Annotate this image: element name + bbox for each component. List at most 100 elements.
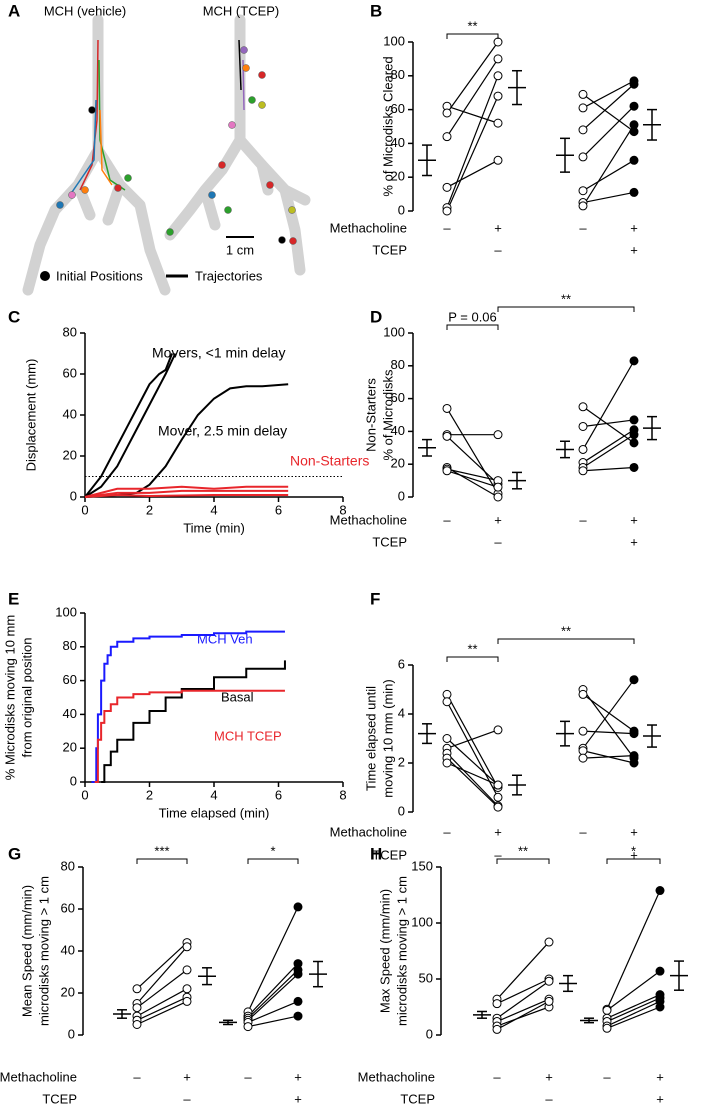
- dot: [493, 37, 503, 47]
- pair-line: [446, 738, 499, 786]
- x-tick-label: 8: [339, 502, 346, 517]
- condition-mark: –: [244, 1069, 252, 1084]
- panel-letter: C: [8, 307, 20, 326]
- condition-mark: –: [443, 824, 451, 839]
- condition-label: TCEP: [372, 242, 407, 257]
- dot: [442, 689, 452, 699]
- dot: [655, 886, 665, 896]
- bracket-label: ***: [154, 843, 169, 858]
- condition-label: Methacholine: [0, 1069, 77, 1084]
- x-axis-label: Time elapsed (min): [159, 805, 270, 820]
- dot: [578, 753, 588, 763]
- dot: [544, 976, 554, 986]
- series-label: MCH TCEP: [214, 728, 282, 743]
- panel-letter: H: [370, 844, 382, 863]
- y-tick-label: 2: [398, 754, 405, 769]
- pair-line: [582, 730, 635, 735]
- dot: [493, 430, 503, 440]
- y-axis-label: microdisks moving > 1 cm: [394, 876, 409, 1026]
- y-tick-label: 80: [63, 324, 77, 339]
- dot: [493, 780, 503, 790]
- pair-line: [606, 1000, 661, 1027]
- y-tick-label: 150: [411, 858, 433, 873]
- pair-line: [606, 994, 661, 1019]
- series-line: [84, 493, 289, 498]
- dot: [493, 725, 503, 735]
- condition-mark: –: [133, 1069, 141, 1084]
- panel-letter: G: [8, 844, 21, 863]
- series-line: [84, 485, 289, 498]
- pair-line: [582, 466, 635, 472]
- dot: [442, 403, 452, 413]
- panel-letter: A: [8, 1, 20, 20]
- x-tick-label: 6: [275, 502, 282, 517]
- pair-line: [446, 159, 499, 188]
- bracket-label: *: [631, 843, 636, 858]
- airway-diagram: [22, 14, 311, 296]
- condition-mark: +: [656, 1069, 664, 1084]
- condition-label: TCEP: [400, 1091, 435, 1106]
- condition-mark: +: [183, 1069, 191, 1084]
- pair-line: [247, 973, 299, 1021]
- pair-line: [446, 752, 499, 807]
- dot: [578, 152, 588, 162]
- condition-label: Methacholine: [330, 220, 407, 235]
- condition-mark: –: [494, 534, 502, 549]
- pair-line: [582, 124, 635, 207]
- condition-mark: –: [443, 220, 451, 235]
- pair-line: [582, 159, 635, 192]
- x-tick-label: 4: [210, 502, 217, 517]
- pair-line: [247, 969, 299, 1019]
- bracket: [496, 858, 550, 864]
- pair-line: [247, 963, 299, 1017]
- x-axis-label: Time (min): [183, 520, 245, 535]
- pair-line: [582, 693, 635, 732]
- dot: [578, 125, 588, 135]
- dot: [293, 902, 303, 912]
- dot: [493, 54, 503, 64]
- pair-line: [496, 941, 550, 1000]
- y-axis-label: from original position: [19, 638, 34, 758]
- dot: [132, 984, 142, 994]
- condition-mark: +: [294, 1069, 302, 1084]
- pair-line: [496, 1006, 550, 1027]
- dot: [442, 182, 452, 192]
- condition-mark: –: [603, 1069, 611, 1084]
- bracket: [446, 33, 499, 39]
- bracket: [497, 638, 635, 644]
- y-tick-label: 60: [61, 900, 75, 915]
- dot: [182, 984, 192, 994]
- y-tick-label: 0: [70, 773, 77, 788]
- y-tick-label: 100: [383, 324, 405, 339]
- y-axis-label: % of Microdisks: [380, 369, 395, 461]
- x-tick-label: 6: [275, 787, 282, 802]
- y-tick-label: 0: [398, 803, 405, 818]
- dot: [493, 492, 503, 502]
- pair-line: [446, 58, 499, 137]
- pair-line: [606, 890, 661, 1010]
- pair-line: [446, 105, 499, 124]
- airway-title: MCH (TCEP): [203, 3, 280, 18]
- dot: [629, 120, 639, 130]
- y-tick-label: 6: [398, 656, 405, 671]
- bracket: [446, 324, 499, 330]
- pair-line: [446, 41, 499, 114]
- dot: [492, 1024, 502, 1034]
- condition-mark: +: [630, 534, 638, 549]
- pair-line: [582, 755, 635, 759]
- y-axis-label: % of Microdisks Cleared: [380, 56, 395, 196]
- pair-line: [496, 1000, 550, 1030]
- pair-line: [582, 105, 635, 158]
- dot: [629, 675, 639, 685]
- y-tick-label: 0: [398, 202, 405, 217]
- pair-line: [247, 906, 299, 1013]
- bracket-label: **: [561, 623, 571, 638]
- pair-line: [496, 978, 550, 1005]
- pair-line: [446, 470, 499, 488]
- dot: [442, 108, 452, 118]
- y-tick-label: 20: [61, 984, 75, 999]
- condition-mark: +: [656, 1091, 664, 1106]
- bracket-label: P = 0.06: [448, 309, 497, 324]
- condition-mark: –: [579, 824, 587, 839]
- dot: [182, 942, 192, 952]
